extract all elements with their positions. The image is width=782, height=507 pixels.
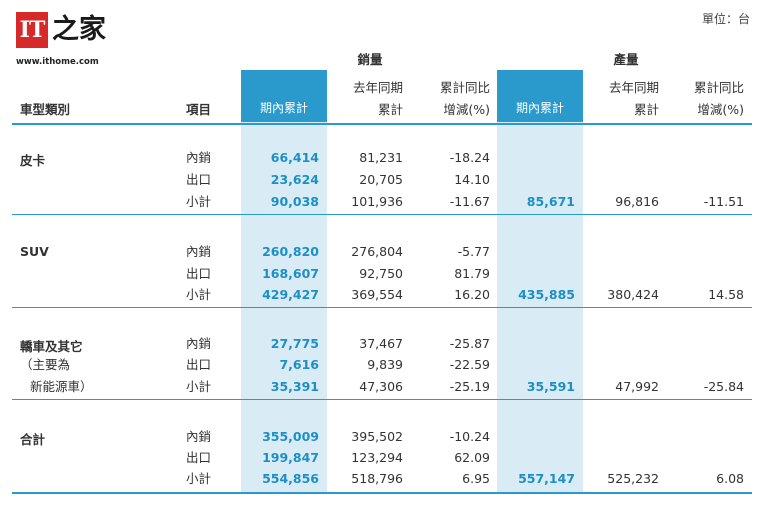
sales-value: 66,414 [270,150,319,165]
group-name-sedan-note: 新能源車） [30,379,93,394]
prod-yoy: 14.58 [708,287,744,302]
prod-yoy: 6.08 [716,471,744,486]
prod-value: 85,671 [526,194,575,209]
sales-last-year: 9,839 [367,357,403,372]
group-name-sedan-note: （主要為 [20,357,71,372]
sales-yoy: -18.24 [449,150,490,165]
sales-value: 168,607 [262,266,319,281]
prod-last-year: 380,424 [607,287,659,302]
prod-value: 557,147 [518,471,575,486]
logo-wordmark: 之家 [52,14,106,45]
sales-last-year: 47,306 [359,379,403,394]
sales-last-year: 92,750 [359,266,403,281]
group-name-pickup: 皮卡 [20,153,46,168]
row-item: 出口 [186,450,212,465]
group-name-total: 合計 [20,432,46,447]
group-divider [12,399,752,400]
item-header: 項目 [186,102,212,117]
logo-url: www.ithome.com [16,57,99,67]
prod-period-header: 期內累計 [497,70,583,122]
sales-yoy: -11.67 [449,194,490,209]
sales-yoy: 6.95 [462,471,490,486]
sales-value: 554,856 [262,471,319,486]
sales-period-column-bg [241,70,327,494]
prod-last-year: 525,232 [607,471,659,486]
group-name-sedan: 轎車及其它 [20,339,83,354]
group-divider [12,307,752,308]
sales-value: 199,847 [262,450,319,465]
sales-value: 429,427 [262,287,319,302]
row-item: 小計 [186,194,212,209]
sales-period-header: 期內累計 [241,70,327,122]
sales-last-year: 37,467 [359,336,403,351]
row-item: 內銷 [186,429,212,444]
row-item: 出口 [186,357,212,372]
prod-yoy-header-1: 累計同比 [693,80,744,95]
sales-last-year: 276,804 [351,244,403,259]
header-divider [12,123,752,125]
prod-group-header: 產量 [613,52,639,67]
category-header: 車型類別 [20,102,71,117]
sales-yoy: 16.20 [454,287,490,302]
prod-last-year-header-2: 累計 [633,102,659,117]
row-item: 出口 [186,172,212,187]
row-item: 小計 [186,287,212,302]
sales-yoy: -5.77 [457,244,490,259]
row-item: 內銷 [186,150,212,165]
group-name-suv: SUV [20,244,49,259]
sales-value: 260,820 [262,244,319,259]
sales-yoy: 81.79 [454,266,490,281]
sales-value: 7,616 [279,357,319,372]
sales-last-year-header-1: 去年同期 [352,80,403,95]
sales-last-year: 395,502 [351,429,403,444]
sales-yoy: -25.87 [449,336,490,351]
sales-value: 23,624 [270,172,319,187]
sales-value: 27,775 [270,336,319,351]
sales-group-header: 銷量 [357,52,383,67]
sales-yoy: -25.19 [449,379,490,394]
prod-yoy: -11.51 [703,194,744,209]
prod-last-year-header-1: 去年同期 [608,80,659,95]
prod-period-column-bg [497,70,583,494]
sales-last-year: 369,554 [351,287,403,302]
sales-last-year: 101,936 [351,194,403,209]
sales-last-year: 20,705 [359,172,403,187]
sales-last-year-header-2: 累計 [377,102,403,117]
row-item: 內銷 [186,336,212,351]
sales-yoy: 62.09 [454,450,490,465]
sales-yoy: 14.10 [454,172,490,187]
logo-mark: IT [16,12,48,48]
sales-yoy-header-2: 增減(%) [443,102,490,117]
sales-value: 35,391 [270,379,319,394]
prod-last-year: 96,816 [615,194,659,209]
sales-last-year: 518,796 [351,471,403,486]
table-bottom-border [12,492,752,494]
sales-yoy: -10.24 [449,429,490,444]
sales-yoy: -22.59 [449,357,490,372]
ithome-logo: IT 之家 www.ithome.com [16,12,126,74]
sales-value: 355,009 [262,429,319,444]
prod-value: 35,591 [526,379,575,394]
group-divider [12,214,752,215]
prod-value: 435,885 [518,287,575,302]
prod-yoy: -25.84 [703,379,744,394]
row-item: 小計 [186,379,212,394]
unit-label: 單位：台 [701,12,750,26]
sales-last-year: 81,231 [359,150,403,165]
prod-yoy-header-2: 增減(%) [697,102,744,117]
sales-yoy-header-1: 累計同比 [439,80,490,95]
row-item: 內銷 [186,244,212,259]
sales-last-year: 123,294 [351,450,403,465]
row-item: 出口 [186,266,212,281]
prod-last-year: 47,992 [615,379,659,394]
sales-value: 90,038 [270,194,319,209]
row-item: 小計 [186,471,212,486]
